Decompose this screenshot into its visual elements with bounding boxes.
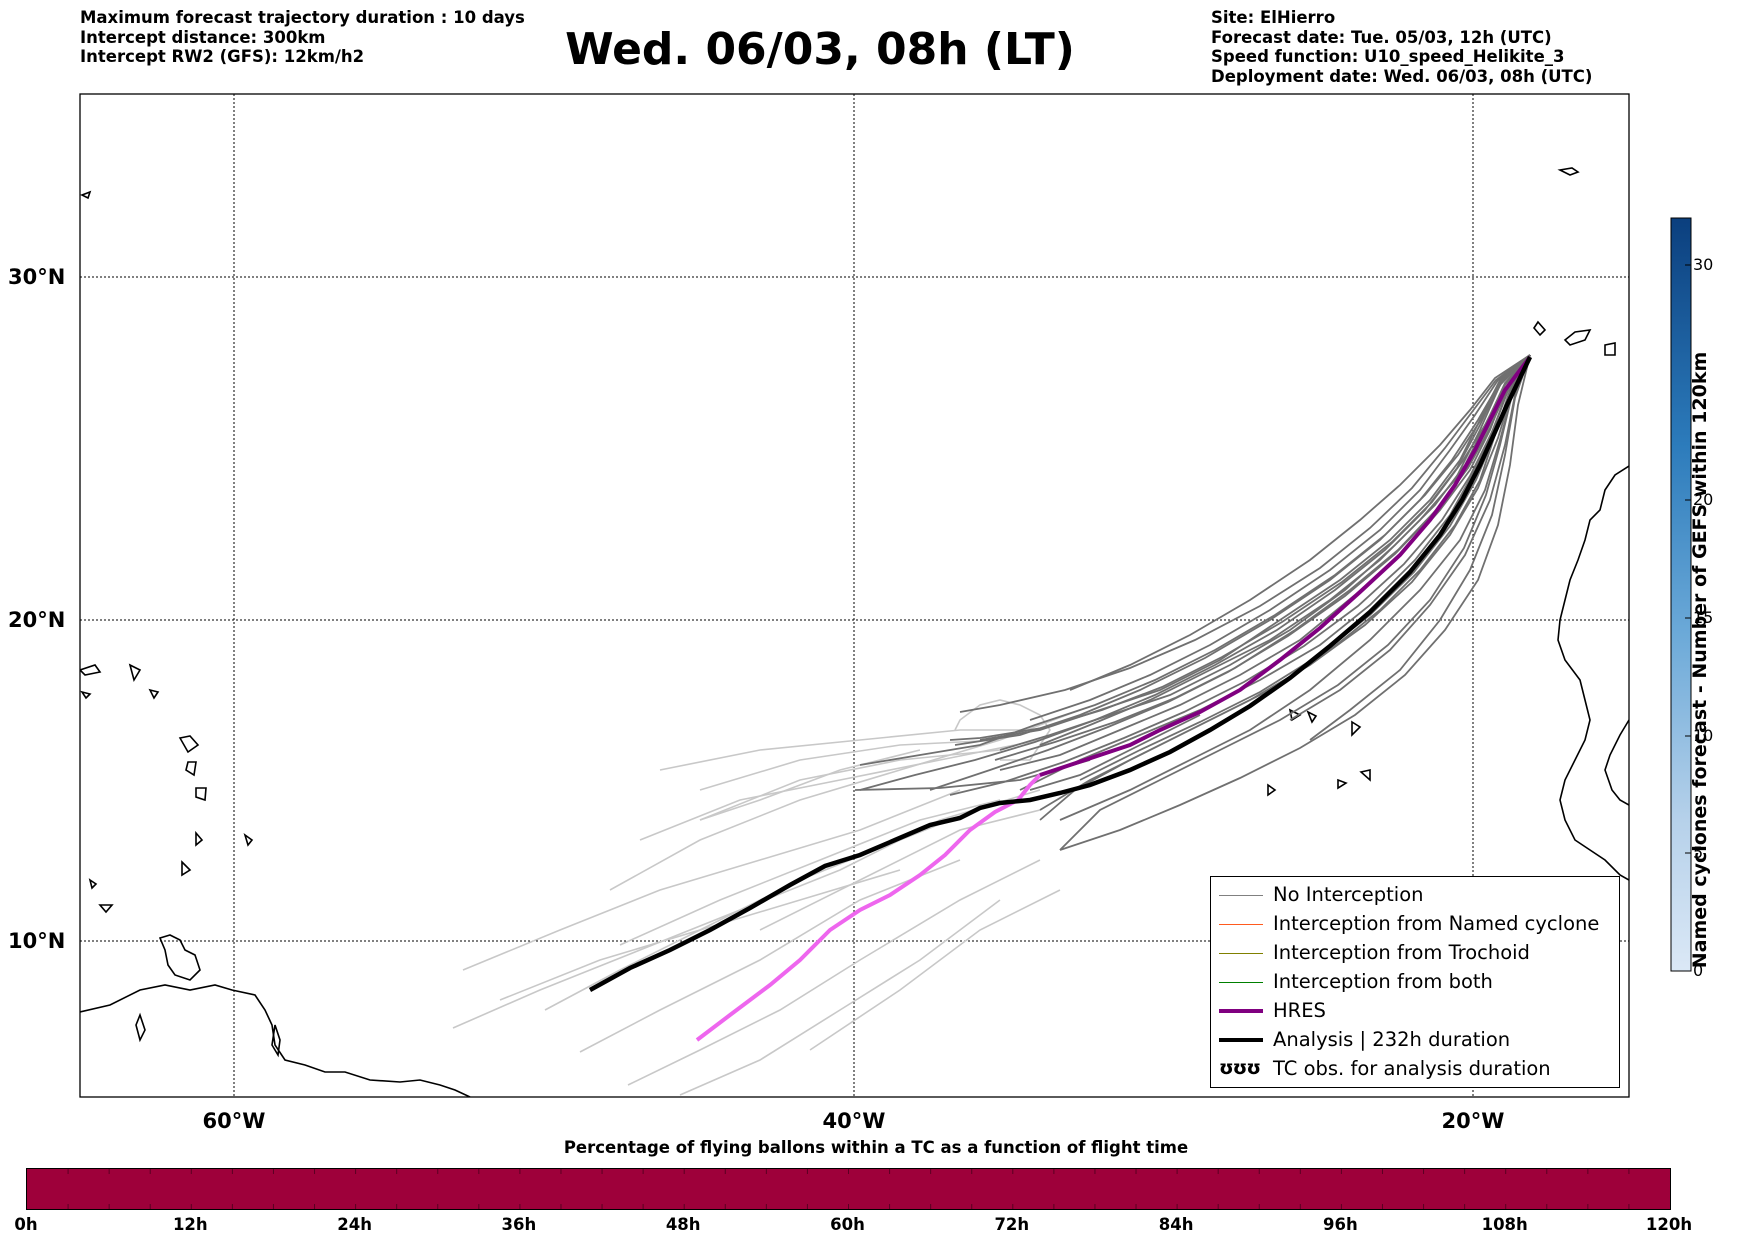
- colorbar-title: Named cyclones forecast - Number of GEFS…: [1689, 351, 1711, 969]
- gefs-member-trajectories: [854, 354, 1531, 851]
- colorbar-tick-20: 20: [1693, 490, 1714, 509]
- hres-trajectory: [1039, 355, 1532, 777]
- legend-label: Interception from Named cyclone: [1273, 912, 1600, 935]
- speed-function-text: Speed function: U10_speed_Helikite_3: [1211, 47, 1565, 66]
- legend-item-both: Interception from both: [1211, 968, 1619, 997]
- flight-time-bar-title: Percentage of flying ballons within a TC…: [563, 1138, 1189, 1157]
- flight-time-tick-label: 12h: [172, 1215, 208, 1234]
- lat-label-10n: 10°N: [8, 929, 65, 953]
- site-text: Site: ElHierro: [1211, 8, 1336, 27]
- page-title: Wed. 06/03, 08h (LT): [565, 24, 1075, 75]
- legend-label: Interception from Trochoid: [1273, 941, 1530, 964]
- max-duration-text: Maximum forecast trajectory duration : 1…: [80, 8, 525, 27]
- legend-label: HRES: [1273, 999, 1326, 1022]
- flight-time-tick-label: 48h: [665, 1215, 701, 1234]
- colorbar-tick-5: 5: [1693, 843, 1704, 862]
- legend-swatch: [1219, 982, 1263, 983]
- forecast-parameters: Maximum forecast trajectory duration : 1…: [80, 8, 525, 67]
- map-legend: No Interception Interception from Named …: [1210, 876, 1620, 1088]
- legend-swatch: [1219, 895, 1263, 896]
- flight-time-tick-label: 72h: [994, 1215, 1030, 1234]
- flight-time-tick-label: 96h: [1323, 1215, 1358, 1234]
- legend-label: Interception from both: [1273, 970, 1493, 993]
- legend-item-trochoid: Interception from Trochoid: [1211, 939, 1619, 968]
- legend-swatch: [1219, 924, 1263, 925]
- flight-time-bar: [26, 1168, 1671, 1210]
- deployment-date-text: Deployment date: Wed. 06/03, 08h (UTC): [1211, 66, 1593, 86]
- legend-item-tc-obs: ʊʊʊ TC obs. for analysis duration: [1211, 1055, 1619, 1084]
- flight-time-tick-label: 108h: [1481, 1215, 1528, 1234]
- flight-time-bar-fill: [27, 1169, 1670, 1209]
- map-frame: [79, 93, 1630, 1098]
- colorbar-tick-0: 0: [1693, 961, 1704, 980]
- legend-swatch: [1219, 1038, 1263, 1042]
- site-info: Site: ElHierro Forecast date: Tue. 05/03…: [1211, 8, 1592, 86]
- flight-time-tick-label: 60h: [830, 1215, 865, 1234]
- forecast-date-text: Forecast date: Tue. 05/03, 12h (UTC): [1211, 27, 1552, 47]
- flight-time-tick-label: 0h: [14, 1215, 38, 1234]
- legend-item-hres: HRES: [1211, 997, 1619, 1026]
- colorbar-tick-10: 10: [1693, 726, 1714, 745]
- cyclone-colorbar: [1670, 217, 1692, 972]
- intercept-rw2-text: Intercept RW2 (GFS): 12km/h2: [80, 47, 365, 66]
- legend-label: No Interception: [1273, 883, 1424, 906]
- colorbar-tick-30: 30: [1693, 255, 1714, 274]
- flight-time-tick-label: 36h: [501, 1215, 537, 1234]
- legend-item-analysis: Analysis | 232h duration: [1211, 1026, 1619, 1055]
- legend-label: Analysis | 232h duration: [1273, 1028, 1511, 1051]
- intercept-distance-text: Intercept distance: 300km: [80, 27, 326, 47]
- colorbar-ticks: [1685, 264, 1691, 972]
- legend-swatch: [1219, 1009, 1263, 1013]
- map-gridlines: [80, 94, 1629, 1097]
- legend-label: TC obs. for analysis duration: [1273, 1057, 1551, 1080]
- legend-swatch: [1219, 953, 1263, 954]
- lon-label-40w: 40°W: [823, 1109, 886, 1133]
- legend-item-no-interception: No Interception: [1211, 881, 1619, 910]
- flight-time-tick-label: 24h: [337, 1215, 372, 1234]
- cyclone-symbols-icon: ʊʊʊ: [1219, 1057, 1261, 1079]
- lon-label-20w: 20°W: [1442, 1109, 1505, 1133]
- flight-time-tick-label: 120h: [1645, 1215, 1693, 1234]
- colorbar-tick-15: 15: [1693, 608, 1714, 627]
- coastlines: [80, 167, 1629, 1097]
- flight-time-tick-label: 84h: [1158, 1215, 1194, 1234]
- lat-label-30n: 30°N: [8, 265, 65, 289]
- legend-item-named-cyclone: Interception from Named cyclone: [1211, 910, 1619, 939]
- analysis-trajectory: [588, 356, 1533, 992]
- gefs-extension-trajectories: [452, 699, 1081, 1096]
- lat-label-20n: 20°N: [8, 608, 65, 632]
- lon-label-60w: 60°W: [203, 1109, 266, 1133]
